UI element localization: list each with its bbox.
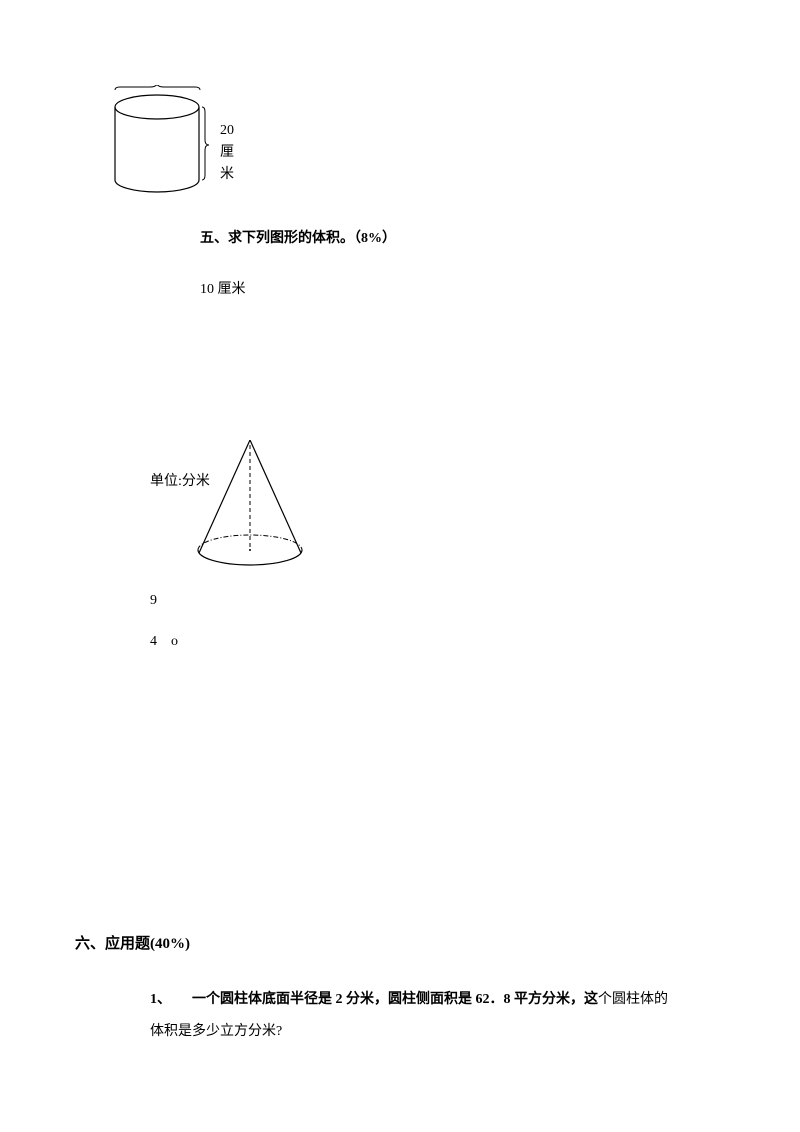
cylinder-top-ellipse bbox=[115, 95, 199, 119]
section-five-title: 五、求下列图形的体积。（8%） bbox=[200, 227, 396, 247]
height-unit-2: 米 bbox=[220, 164, 234, 186]
section-six-title: 六、应用题(40%) bbox=[75, 932, 190, 953]
cylinder-figure bbox=[110, 85, 220, 205]
height-unit-1: 厘 bbox=[220, 142, 234, 164]
question-one-text: 1、 一个圆柱体底面半径是 2 分米，圆柱侧面积是 62．8 平方分米，这个圆柱… bbox=[150, 984, 725, 1048]
ten-cm-label: 10 厘米 bbox=[200, 278, 246, 298]
cylinder-svg bbox=[110, 85, 220, 200]
cone-svg bbox=[195, 440, 315, 575]
question-bold-text: 一个圆柱体底面半径是 2 分米，圆柱侧面积是 62．8 平方分米，这 bbox=[192, 992, 598, 1007]
cylinder-right-brace bbox=[202, 107, 209, 180]
cylinder-top-brace-path bbox=[115, 85, 200, 90]
four-o-label: 4 o bbox=[150, 630, 178, 650]
question-number: 1、 bbox=[150, 992, 171, 1007]
cone-left-slant bbox=[199, 440, 250, 553]
cylinder-bottom-arc bbox=[115, 180, 199, 192]
cone-center-dot bbox=[249, 549, 251, 551]
nine-label: 9 bbox=[150, 593, 157, 609]
cylinder-height-label: 20 厘 米 bbox=[220, 120, 234, 186]
height-value: 20 bbox=[220, 120, 234, 142]
cone-right-slant bbox=[250, 440, 301, 553]
question-rest-text: 个圆柱体的 bbox=[598, 992, 668, 1007]
cone-bottom-front-arc bbox=[198, 550, 302, 565]
cone-figure bbox=[195, 440, 315, 580]
question-line2: 体积是多少立方分米? bbox=[150, 1024, 282, 1039]
